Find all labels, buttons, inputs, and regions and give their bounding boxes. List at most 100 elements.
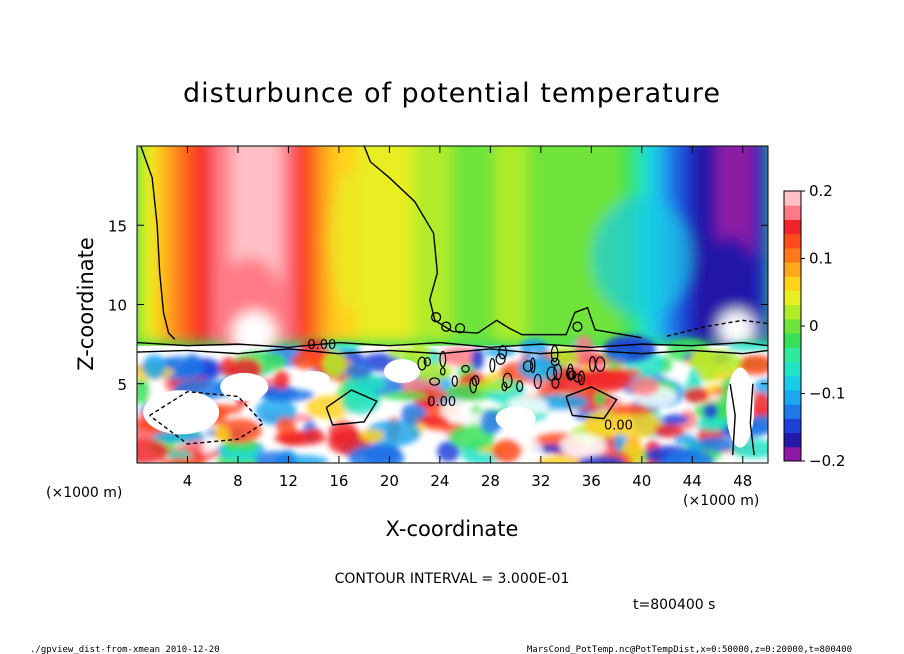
upper-band <box>697 146 706 343</box>
lower-blob <box>137 378 151 405</box>
x-axis: 4 8 12 16 20 24 28 32 36 40 44 48 <box>183 146 752 490</box>
upper-band <box>287 146 296 343</box>
footer-source: MarsCond_PotTemp.nc@PotTempDist,x=0:5000… <box>527 645 852 654</box>
footer-script: ./gpview_dist-from-xmean 2010-12-20 <box>30 645 220 654</box>
calm-patch <box>726 367 755 448</box>
contour-cell <box>502 372 513 389</box>
lower-blob <box>605 404 658 415</box>
upper-band <box>407 146 416 343</box>
upper-band <box>243 146 252 343</box>
lower-blob <box>153 430 206 443</box>
contour-cell <box>461 364 470 373</box>
lower-blob <box>754 378 768 396</box>
x-tick-label: 36 <box>582 472 601 490</box>
lower-blob <box>437 441 460 462</box>
upper-band <box>312 146 321 343</box>
colorbar-tick-label: −0.2 <box>809 452 845 470</box>
colorbar-swatch <box>784 361 801 377</box>
lower-blob <box>273 370 290 390</box>
upper-band <box>249 146 258 343</box>
colorbar-swatch <box>784 205 801 220</box>
upper-band <box>539 146 549 343</box>
lower-blob <box>348 444 405 463</box>
plot-area: 0.00 0.00 0.00 <box>137 146 768 463</box>
upper-band <box>470 146 479 343</box>
x-tick-label: 16 <box>329 472 348 490</box>
contour-lines: 0.00 0.00 0.00 <box>137 146 768 456</box>
upper-band <box>489 146 498 343</box>
lower-blob <box>471 347 484 371</box>
y-tick-label: 5 <box>117 376 127 394</box>
upper-band <box>199 146 208 343</box>
y-axis: 5 10 15 <box>108 217 768 394</box>
contour-cell <box>567 363 574 381</box>
upper-band <box>186 146 195 343</box>
upper-band <box>514 146 523 343</box>
x-tick-label: 20 <box>380 472 399 490</box>
lower-blob <box>322 342 362 352</box>
upper-band <box>508 146 517 343</box>
colorbar-tick-label: −0.1 <box>809 385 845 403</box>
upper-band <box>148 146 157 343</box>
contour-cell <box>471 375 480 387</box>
contour-cell <box>550 345 559 363</box>
upper-band <box>483 146 492 343</box>
y-axis-label: Z-coordinate <box>74 237 98 371</box>
upper-band <box>180 146 189 343</box>
upper-band <box>476 146 486 343</box>
upper-band <box>527 146 536 343</box>
x-tick-label: 40 <box>632 472 651 490</box>
lower-blob <box>276 417 296 435</box>
lower-blob <box>593 392 607 406</box>
contour-value-label: 0.00 <box>307 338 336 353</box>
contour-cell <box>469 377 478 394</box>
chart-title: disturbunce of potential temperature <box>183 78 721 109</box>
upper-band <box>230 146 239 343</box>
colorbar-swatch <box>784 247 801 263</box>
lower-blob <box>344 362 373 379</box>
contour-line <box>325 389 378 426</box>
colorbar-swatch <box>784 262 801 277</box>
lower-blob <box>664 449 714 463</box>
upper-band <box>142 146 151 343</box>
x-tick-label: 44 <box>683 472 702 490</box>
contour-value-label: 0.00 <box>427 395 456 410</box>
colorbar-swatch <box>784 219 801 235</box>
contour-line <box>137 341 768 348</box>
contour-cell <box>595 356 606 372</box>
contour-line <box>140 146 176 340</box>
lower-blob <box>574 335 594 362</box>
contour-cell <box>553 363 563 381</box>
upper-band <box>137 146 145 343</box>
contour-line <box>149 390 265 445</box>
lower-blob <box>628 377 660 396</box>
lower-blob <box>380 391 428 401</box>
upper-band <box>558 146 568 343</box>
upper-band <box>293 146 303 343</box>
lower-blob <box>517 356 560 381</box>
upper-band <box>218 146 227 343</box>
colorbar-swatch <box>784 191 801 206</box>
x-axis-label: X-coordinate <box>386 517 519 541</box>
upper-band <box>438 146 448 343</box>
colorbar-swatch <box>784 304 801 320</box>
upper-band <box>754 146 763 343</box>
colorbar-swatch <box>784 375 801 391</box>
contour-line <box>666 319 768 337</box>
upper-band <box>419 146 429 343</box>
lower-blob <box>492 439 523 463</box>
colorbar-swatch <box>784 318 801 334</box>
upper-band <box>236 146 246 343</box>
contour-line <box>565 386 618 420</box>
upper-band <box>552 146 561 343</box>
upper-band <box>192 146 202 343</box>
colorbar-swatch <box>784 290 801 306</box>
contour-cell <box>451 375 458 387</box>
x-unit-right: (×1000 m) <box>683 493 759 509</box>
lower-blob <box>142 354 166 380</box>
upper-band <box>426 146 435 343</box>
contour-interval: CONTOUR INTERVAL = 3.000E-01 <box>335 571 570 587</box>
lower-blob <box>703 403 719 419</box>
upper-band <box>703 146 713 343</box>
upper-band <box>369 146 378 343</box>
